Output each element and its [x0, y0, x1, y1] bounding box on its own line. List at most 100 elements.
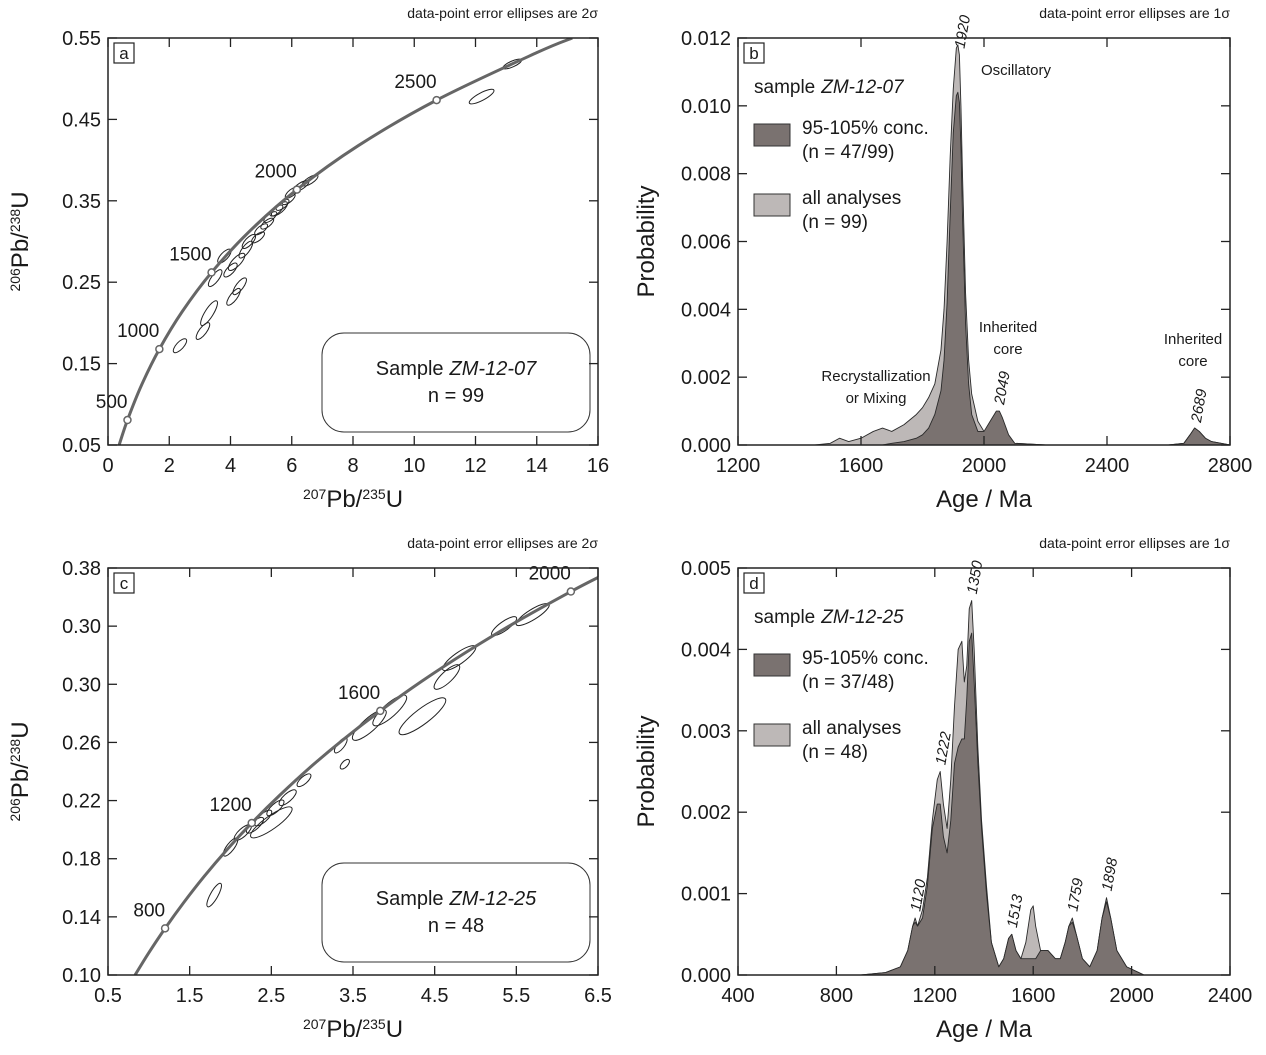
sample-count: n = 99	[428, 385, 484, 407]
legend-count: (n = 47/99)	[802, 142, 894, 163]
age-label: 2000	[529, 564, 571, 585]
y-tick-label: 0.10	[62, 965, 101, 987]
y-tick-label: 0.05	[62, 435, 101, 457]
panel-label-box	[743, 572, 765, 594]
label-superscript: 235	[362, 486, 386, 502]
y-tick-label: 0.003	[681, 721, 731, 743]
age-marker	[292, 185, 302, 194]
legend-label: 95-105% conc.	[802, 118, 929, 139]
y-tick-label: 0.30	[62, 674, 101, 696]
plot-frame	[737, 567, 1231, 976]
sample-label: Sample ZM-12-25	[376, 888, 537, 910]
x-axis-label: Age / Ma	[936, 486, 1033, 513]
age-marker	[155, 344, 164, 354]
legend-count: (n = 99)	[802, 212, 868, 233]
y-tick-label: 0.35	[62, 191, 101, 213]
x-tick-label: 2400	[1085, 455, 1130, 477]
error-ellipse	[296, 773, 312, 788]
legend-label: all analyses	[802, 718, 901, 739]
error-ellipse	[260, 217, 275, 230]
age-label: 2500	[394, 72, 436, 93]
age-label: 800	[133, 900, 165, 921]
y-tick-label: 0.002	[681, 802, 731, 824]
panel-label: b	[749, 44, 758, 63]
y-tick-label: 0.010	[681, 96, 731, 118]
annotation: Inherited	[1164, 331, 1222, 348]
y-tick-label: 0.30	[62, 616, 101, 638]
plot-area	[133, 576, 598, 975]
y-tick-label: 0.14	[62, 907, 101, 929]
panel-label: d	[749, 574, 758, 593]
x-tick-label: 0	[102, 455, 113, 477]
error-ellipse	[206, 882, 222, 908]
panel-label-box	[113, 42, 135, 64]
legend-swatch	[753, 723, 791, 747]
label-part: Pb/	[7, 232, 34, 268]
label-superscript: 206	[7, 268, 23, 292]
y-tick-label: 0.38	[62, 558, 101, 580]
error-ellipse	[232, 277, 247, 296]
header-note: data-point error ellipses are 1σ	[1039, 535, 1230, 551]
y-axis-label: Probability	[633, 715, 660, 827]
age-label: 1600	[338, 683, 380, 704]
y-tick-label: 0.22	[62, 791, 101, 813]
peak-label: 1898	[1099, 856, 1122, 892]
x-tick-label: 14	[526, 455, 548, 477]
y-tick-label: 0.45	[62, 109, 101, 131]
age-label: 1500	[169, 244, 211, 265]
y-tick-label: 0.012	[681, 28, 731, 50]
legend-count: (n = 37/48)	[802, 672, 894, 693]
y-tick-label: 0.006	[681, 232, 731, 254]
y-tick-label: 0.008	[681, 164, 731, 186]
x-tick-label: 16	[587, 455, 609, 477]
error-ellipse	[251, 231, 266, 244]
axis-label: 206Pb/238U	[7, 721, 34, 821]
error-ellipse	[223, 262, 238, 278]
sample-name: ZM-12-07	[449, 358, 538, 380]
y-tick-label: 0.18	[62, 849, 101, 871]
x-tick-label: 400	[721, 985, 754, 1007]
label-part: U	[7, 721, 34, 738]
header-note: data-point error ellipses are 1σ	[1039, 5, 1230, 21]
panel-label-box	[113, 572, 135, 594]
legend-name: ZM-12-07	[820, 77, 905, 98]
legend-swatch	[753, 653, 791, 677]
x-tick-label: 2000	[1109, 985, 1154, 1007]
label-part: Pb/	[326, 486, 362, 513]
legend-prefix: sample	[754, 607, 815, 628]
concordia-curve	[133, 576, 598, 975]
label-part: Pb/	[326, 1016, 362, 1043]
peak-label: 1513	[1004, 893, 1027, 929]
sample-box	[321, 862, 591, 963]
y-tick-label: 0.005	[681, 558, 731, 580]
x-tick-label: 800	[820, 985, 853, 1007]
legend-swatch	[753, 123, 791, 147]
peak-label: 1120	[907, 877, 929, 912]
y-tick-label: 0.002	[681, 367, 731, 389]
peak-label: 2049	[991, 369, 1014, 406]
age-marker	[376, 706, 385, 716]
annotation: core	[993, 341, 1022, 358]
peak-label: 1920	[952, 13, 975, 49]
label-superscript: 235	[362, 1016, 386, 1032]
x-tick-label: 1600	[1011, 985, 1056, 1007]
sample-prefix: Sample	[376, 358, 444, 380]
panel-label: a	[119, 44, 129, 63]
x-tick-label: 2800	[1208, 455, 1253, 477]
plot-area	[117, 38, 573, 445]
sample-box	[321, 332, 591, 433]
error-ellipse	[398, 697, 447, 736]
x-tick-label: 2400	[1208, 985, 1253, 1007]
annotation: Inherited	[979, 319, 1037, 336]
error-ellipse	[172, 338, 188, 354]
label-superscript: 207	[303, 1016, 327, 1032]
x-tick-label: 1200	[716, 455, 761, 477]
label-part: U	[386, 1016, 403, 1043]
label-superscript: 207	[303, 486, 327, 502]
age-marker	[123, 415, 132, 425]
age-label: 1200	[209, 795, 251, 816]
density-area	[738, 91, 1230, 445]
label-part: U	[7, 191, 34, 208]
peak-label: 1759	[1065, 876, 1088, 912]
